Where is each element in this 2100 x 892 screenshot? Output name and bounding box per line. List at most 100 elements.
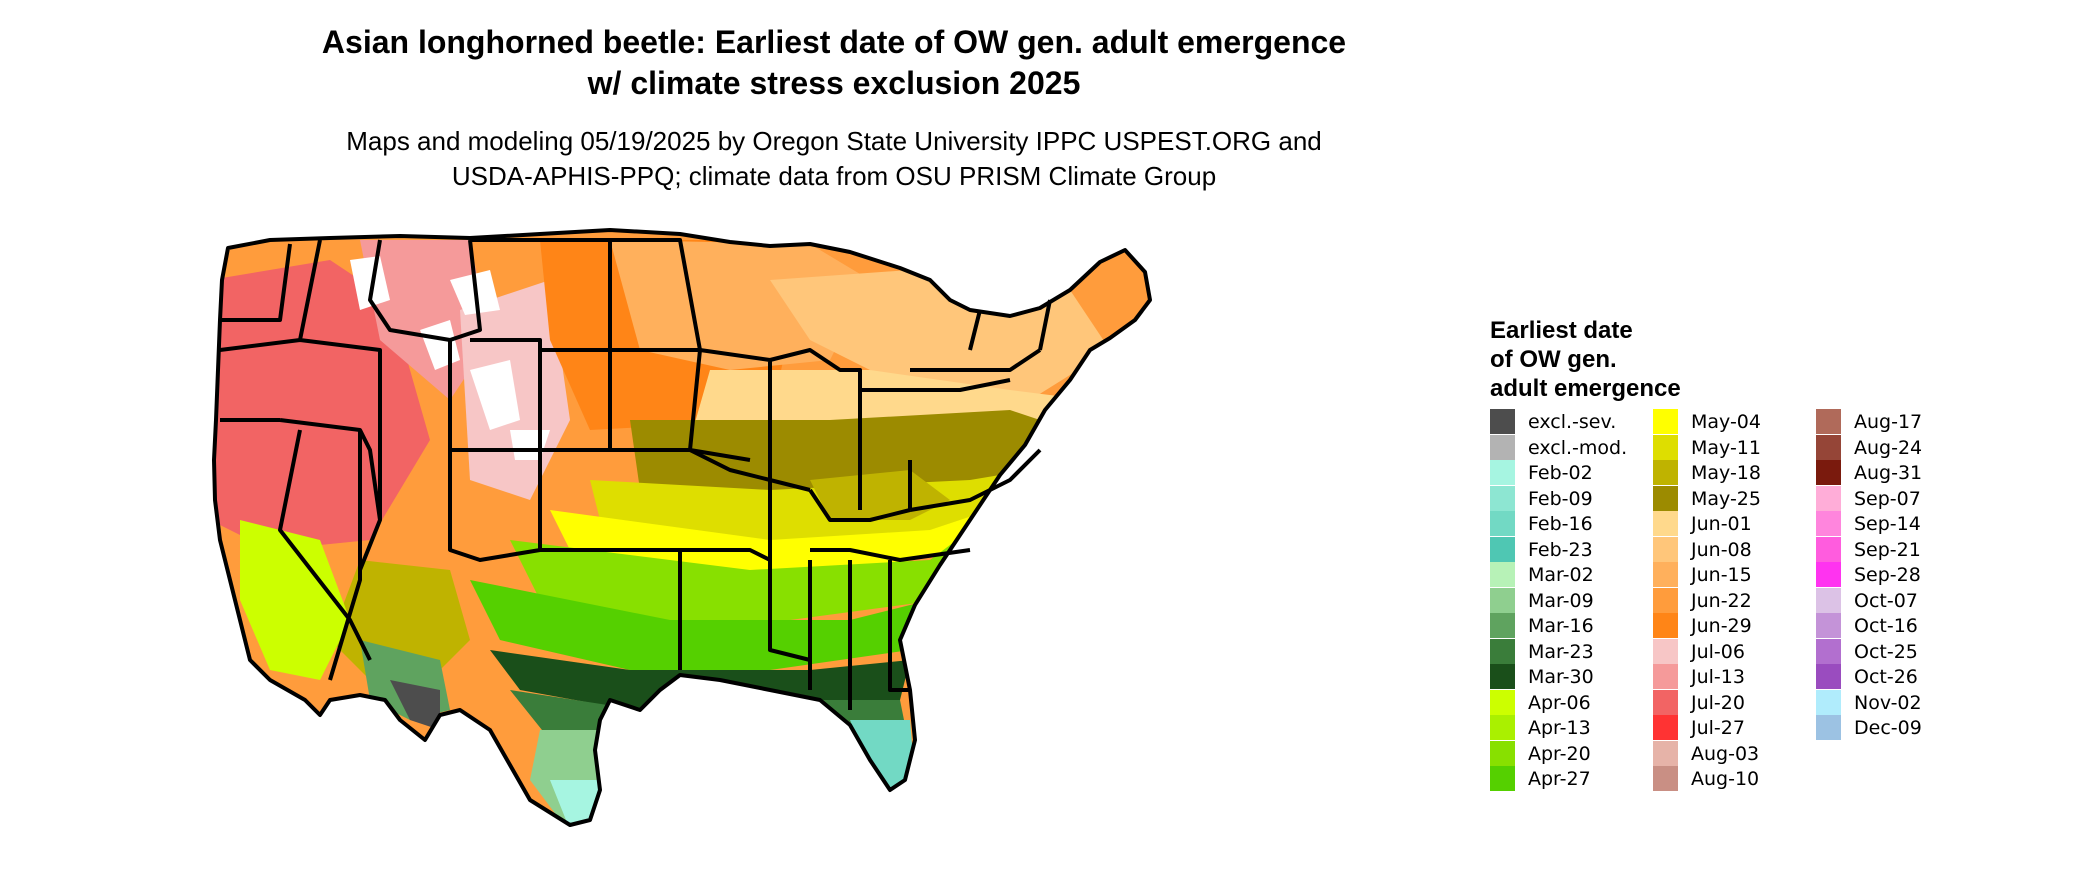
legend-label: Jul-27	[1691, 717, 1745, 739]
legend-label: Aug-24	[1854, 436, 1923, 459]
legend-label: Mar-23	[1528, 640, 1594, 663]
legend-label: Feb-02	[1528, 462, 1593, 484]
legend-item: Aug-03	[1653, 740, 1793, 766]
legend-swatch	[1816, 613, 1841, 638]
legend-swatch	[1653, 409, 1678, 434]
legend-label: Mar-16	[1528, 615, 1594, 637]
legend-swatch	[1490, 409, 1515, 434]
legend-label: Oct-16	[1854, 615, 1918, 637]
legend-label: Jul-06	[1691, 640, 1745, 663]
legend-item: Sep-14	[1816, 511, 1956, 536]
legend-swatch	[1816, 460, 1841, 485]
legend-swatch	[1653, 562, 1678, 587]
legend-swatch	[1816, 562, 1841, 587]
no-data-patches	[350, 256, 550, 460]
legend-label: Apr-13	[1528, 717, 1591, 739]
legend-swatch	[1816, 715, 1841, 740]
legend-item: Jun-15	[1653, 562, 1793, 587]
legend-label: May-25	[1691, 487, 1761, 510]
legend-item: May-04	[1653, 409, 1793, 434]
legend-label: Aug-03	[1691, 742, 1760, 765]
legend-label: Sep-07	[1854, 487, 1921, 510]
legend-label: Jun-29	[1691, 615, 1752, 637]
legend-item: Jul-13	[1653, 664, 1793, 689]
legend-item: excl.-mod.	[1490, 434, 1630, 460]
legend-item: Apr-13	[1490, 715, 1630, 740]
legend-label: Oct-07	[1854, 589, 1918, 612]
legend-item: Mar-02	[1490, 562, 1630, 587]
legend-label: Apr-27	[1528, 768, 1591, 790]
legend-item: Sep-07	[1816, 485, 1956, 511]
legend-label: Mar-09	[1528, 589, 1594, 612]
legend-label: Jul-13	[1691, 666, 1745, 688]
legend-item: Mar-30	[1490, 664, 1630, 689]
legend-item: Jul-06	[1653, 638, 1793, 664]
legend-swatch	[1490, 638, 1515, 664]
legend-swatch	[1490, 766, 1515, 791]
legend-item: Jun-22	[1653, 587, 1793, 613]
legend-item: May-11	[1653, 434, 1793, 460]
legend-item: Aug-17	[1816, 409, 1956, 434]
legend-item: Jul-20	[1653, 689, 1793, 715]
legend-label: May-18	[1691, 462, 1761, 484]
state-borders	[212, 228, 1152, 827]
legend-swatch	[1816, 664, 1841, 689]
legend-swatch	[1490, 740, 1515, 766]
legend-label: Jun-01	[1691, 513, 1752, 535]
legend-title: Earliest date of OW gen. adult emergence	[1490, 316, 1681, 403]
map-subtitle-line-2: USDA-APHIS-PPQ; climate data from OSU PR…	[451, 161, 1217, 191]
legend-item: Dec-09	[1816, 715, 1956, 740]
legend-swatch	[1653, 766, 1678, 791]
legend-swatch	[1653, 536, 1678, 562]
legend-swatch	[1653, 664, 1678, 689]
legend-item: Jun-29	[1653, 613, 1793, 638]
map-title: Asian longhorned beetle: Earliest date o…	[0, 22, 1668, 104]
legend-swatch	[1490, 664, 1515, 689]
legend-swatch	[1816, 434, 1841, 460]
map-subtitle: Maps and modeling 05/19/2025 by Oregon S…	[0, 124, 1668, 194]
legend-label: Jun-08	[1691, 538, 1752, 561]
legend-item: Oct-26	[1816, 664, 1956, 689]
legend-swatch	[1816, 511, 1841, 536]
legend-item: Jun-01	[1653, 511, 1793, 536]
legend-swatch	[1490, 613, 1515, 638]
legend-label: May-04	[1691, 411, 1761, 433]
legend-item: May-18	[1653, 460, 1793, 485]
legend-swatch	[1653, 460, 1678, 485]
legend-item: Sep-21	[1816, 536, 1956, 562]
legend-swatch	[1816, 536, 1841, 562]
legend-swatch	[1490, 434, 1515, 460]
map-title-line-2: w/ climate stress exclusion 2025	[587, 65, 1081, 101]
us-emergence-map	[212, 228, 1152, 827]
legend-item: Nov-02	[1816, 689, 1956, 715]
legend-item: Jul-27	[1653, 715, 1793, 740]
legend-swatch	[1653, 587, 1678, 613]
legend-label: Apr-20	[1528, 742, 1591, 765]
legend-item: Mar-23	[1490, 638, 1630, 664]
legend-label: Aug-31	[1854, 462, 1923, 484]
legend-swatch	[1490, 511, 1515, 536]
legend-item: Oct-25	[1816, 638, 1956, 664]
legend-swatch	[1490, 689, 1515, 715]
legend-label: excl.-mod.	[1528, 436, 1628, 459]
legend-swatch	[1653, 689, 1678, 715]
legend-swatch	[1816, 638, 1841, 664]
legend-item: Aug-31	[1816, 460, 1956, 485]
legend-swatch	[1816, 485, 1841, 511]
legend-item: Apr-27	[1490, 766, 1630, 791]
legend-swatch	[1816, 409, 1841, 434]
legend-label: Mar-02	[1528, 564, 1594, 586]
legend-label: Oct-25	[1854, 640, 1918, 663]
legend-label: Sep-14	[1854, 513, 1921, 535]
legend-title-line-3: adult emergence	[1490, 375, 1681, 402]
legend-label: May-11	[1691, 436, 1761, 459]
legend-swatch	[1653, 740, 1678, 766]
legend-item: Oct-16	[1816, 613, 1956, 638]
legend-item: Sep-28	[1816, 562, 1956, 587]
map-title-line-1: Asian longhorned beetle: Earliest date o…	[321, 24, 1347, 60]
legend-item: Oct-07	[1816, 587, 1956, 613]
legend-swatch	[1653, 485, 1678, 511]
legend-item: Aug-24	[1816, 434, 1956, 460]
legend-label: Aug-10	[1691, 768, 1760, 790]
map-subtitle-line-1: Maps and modeling 05/19/2025 by Oregon S…	[346, 126, 1322, 156]
